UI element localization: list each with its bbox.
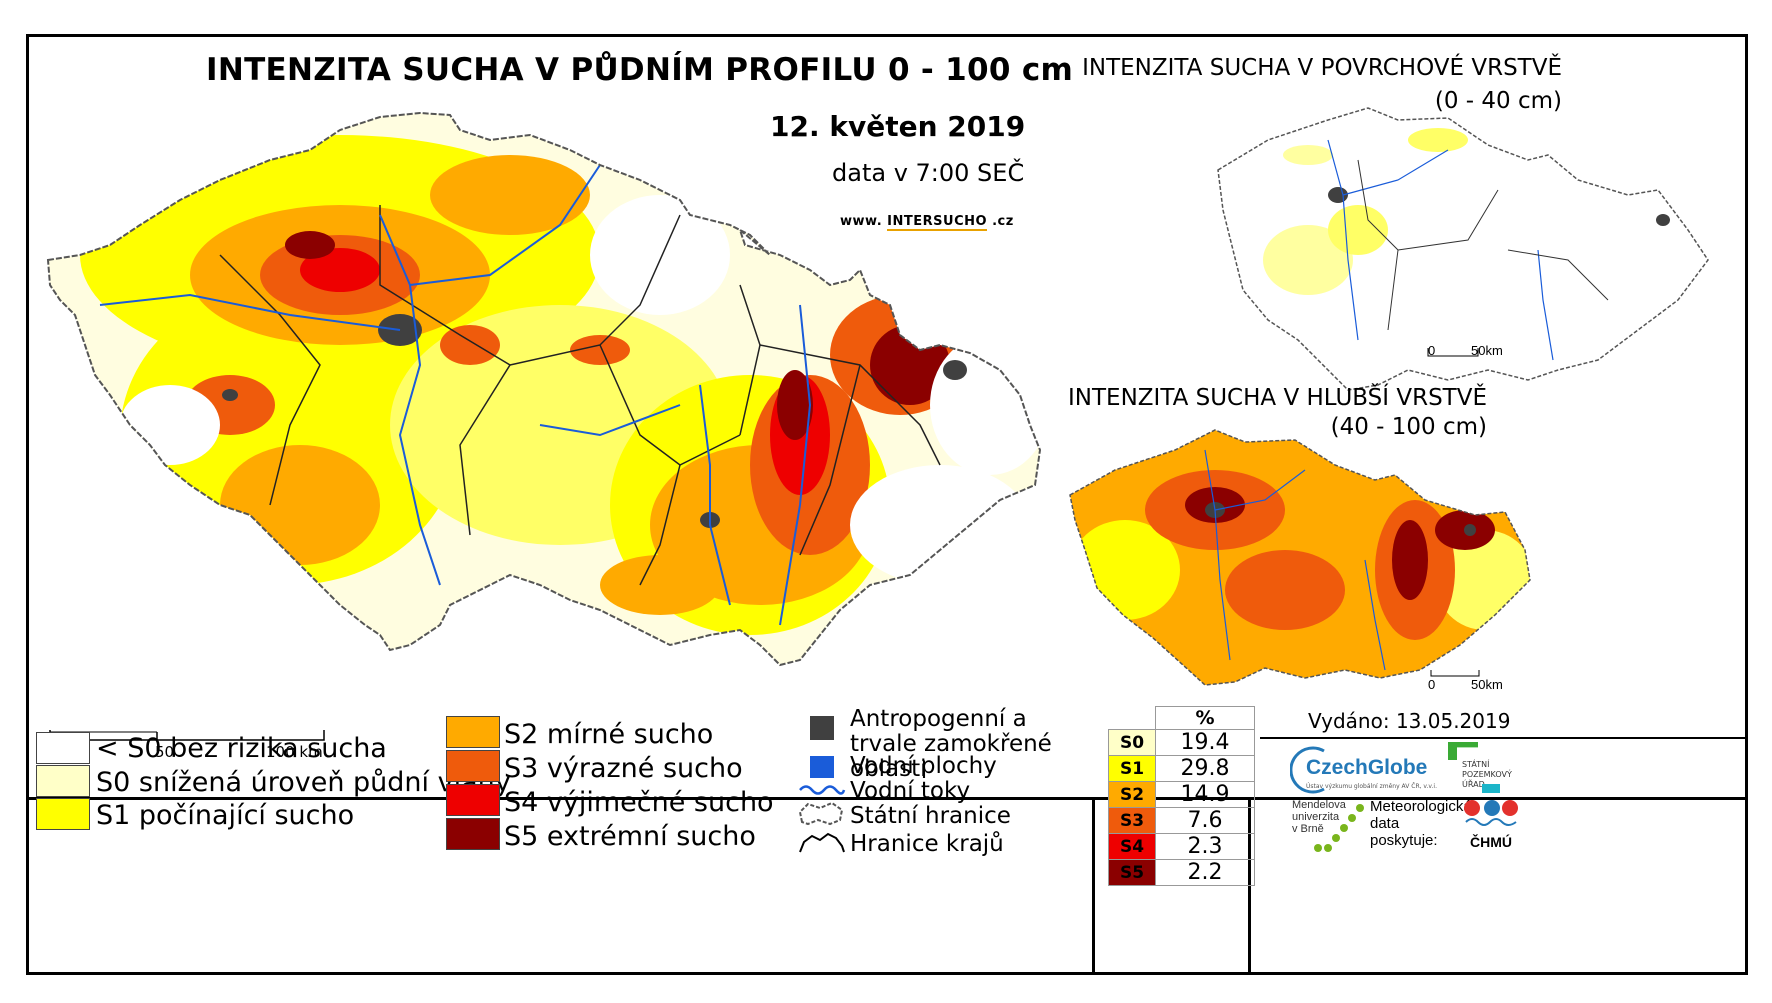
credits-divider	[1260, 737, 1745, 739]
legend-label-s4: S4 výjimečné sucho	[504, 787, 774, 818]
legend-label-s3: S3 výrazné sucho	[504, 753, 743, 784]
mendel-dots-icon	[1314, 804, 1364, 852]
chmu-label: ČHMÚ	[1470, 834, 1512, 850]
row-value: 7.6	[1155, 807, 1255, 834]
table-row: S4 2.3	[1108, 833, 1255, 860]
inset-top-map	[1217, 107, 1709, 391]
czechglobe-logo: CzechGlobe Ústav výzkumu globální změny …	[1290, 745, 1437, 797]
state-border-symbol	[798, 801, 844, 826]
legend-state-border: Státní hranice	[850, 803, 1011, 829]
legend-label-s5: S5 extrémní sucho	[504, 821, 756, 852]
row-code: S5	[1108, 859, 1156, 886]
row-value: 2.3	[1155, 833, 1255, 860]
percent-header: %	[1155, 706, 1255, 730]
legend-label-s0: S0 snížená úroveň půdní vláhy	[96, 767, 511, 798]
water-area-swatch	[810, 756, 834, 778]
anthropogenic-swatch	[810, 716, 834, 740]
main-scale-50: 50	[155, 743, 175, 761]
legend-label-s1: S1 počínající sucho	[96, 800, 355, 831]
legend-label-s2: S2 mírné sucho	[504, 719, 714, 750]
percent-table-header: %	[1109, 706, 1255, 730]
inset-top-scale-50: 50km	[1471, 343, 1503, 358]
data-time: data v 7:00 SEČ	[832, 159, 1025, 187]
legend-separator-2	[1248, 800, 1251, 972]
table-row: S0 19.4	[1108, 729, 1255, 756]
row-value: 2.2	[1155, 859, 1255, 886]
legend-anthropogenic: Antropogenní a trvale zamokřené oblasti	[850, 706, 1052, 782]
inset-bottom-scale-50: 50km	[1471, 677, 1503, 692]
legend-swatch-s3	[446, 750, 500, 782]
inset-top-scale-0: 0	[1428, 343, 1436, 358]
legend-separator-1	[1092, 800, 1095, 972]
legend-divider	[26, 797, 1748, 800]
row-code: S2	[1108, 781, 1156, 808]
met-data-text: Meteorologická data poskytuje:	[1370, 798, 1472, 849]
table-row: S3 7.6	[1108, 807, 1255, 834]
row-code: S1	[1108, 755, 1156, 782]
legend-swatch-s1	[36, 798, 90, 830]
main-scale-100: 100 km	[266, 743, 323, 761]
website-link[interactable]: www. INTERSUCHO .cz	[840, 214, 1014, 231]
czechglobe-icon	[1290, 746, 1325, 794]
row-code: S3	[1108, 807, 1156, 834]
inset-top-title: INTENZITA SUCHA V POVRCHOVÉ VRSTVĚ	[1082, 55, 1562, 81]
inset-top-subtitle: (0 - 40 cm)	[1434, 88, 1562, 114]
spu-icon	[1448, 742, 1478, 760]
inset-bottom-scale-bar	[1430, 670, 1480, 677]
legend-water-areas: Vodní plochy	[850, 753, 997, 779]
mendel-logo: Mendelova univerzita v Brně	[1292, 799, 1346, 835]
row-code: S4	[1108, 833, 1156, 860]
legend-water-courses: Vodní toky	[850, 778, 971, 804]
row-value: 19.4	[1155, 729, 1255, 756]
map-title: INTENZITA SUCHA V PŮDNÍM PROFILU 0 - 100…	[206, 52, 1074, 88]
legend-swatch-s4	[446, 784, 500, 816]
main-drought-map	[46, 111, 1042, 667]
chmu-icon	[1464, 784, 1518, 826]
row-value: 14.9	[1155, 781, 1255, 808]
legend-swatch-s2	[446, 716, 500, 748]
inset-bottom-subtitle: (40 - 100 cm)	[1330, 414, 1487, 440]
row-value: 29.8	[1155, 755, 1255, 782]
percent-table: % S0 19.4 S1 29.8 S2 14.9 S3 7.6 S4 2.3 …	[1108, 706, 1255, 886]
inset-bottom-title: INTENZITA SUCHA V HLUBŠÍ VRSTVĚ	[1068, 385, 1487, 411]
legend-swatch-lt-s0	[36, 732, 90, 764]
inset-bottom-map	[1069, 429, 1531, 686]
legend-swatch-s5	[446, 818, 500, 850]
issued-date: Vydáno: 13.05.2019	[1308, 709, 1511, 733]
river-symbol	[799, 785, 846, 795]
legend-swatch-s0	[36, 765, 90, 797]
table-row: S1 29.8	[1108, 755, 1255, 782]
row-code: S0	[1108, 729, 1156, 756]
legend-label-lt-s0: < S0 bez rizika sucha	[96, 733, 387, 764]
spu-logo: STÁTNÍ POZEMKOVÝ ÚŘAD	[1448, 742, 1518, 794]
table-row: S2 14.9	[1108, 781, 1255, 808]
inset-bottom-scale-0: 0	[1428, 677, 1436, 692]
region-border-symbol	[799, 832, 845, 853]
map-date: 12. květen 2019	[770, 110, 1026, 143]
table-row: S5 2.2	[1108, 859, 1255, 886]
legend-region-border: Hranice krajů	[850, 831, 1004, 857]
